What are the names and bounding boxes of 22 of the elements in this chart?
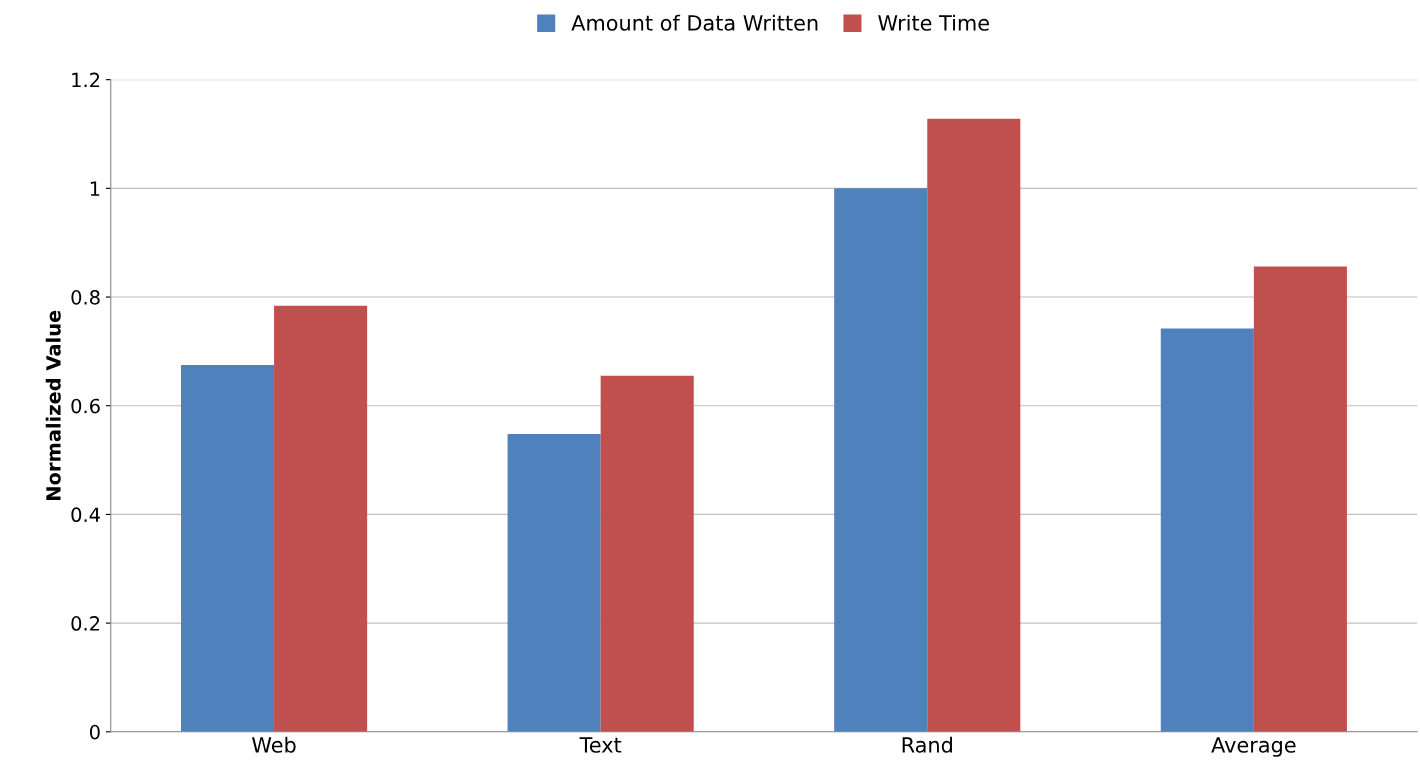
x-tick-label: Text (579, 737, 622, 753)
bar (274, 305, 368, 732)
y-tick-label: 0.6 (71, 398, 100, 414)
y-tick-label: 0.2 (71, 616, 100, 631)
bar (834, 188, 928, 732)
y-tick-label: 0.4 (71, 507, 100, 523)
x-tick-label: Rand (902, 736, 952, 753)
legend-label: Write Time (878, 14, 989, 31)
bar (180, 364, 275, 732)
bar (1160, 328, 1254, 732)
bar (600, 375, 694, 732)
x-tick-label: Web (252, 736, 296, 753)
bar (1253, 266, 1347, 732)
y-tick-label: 0.8 (71, 290, 100, 305)
bar (927, 118, 1021, 732)
y-tick-label: 0 (89, 724, 100, 740)
y-tick-label: 1.2 (72, 72, 100, 88)
legend-label: Amount of Data Written (571, 14, 818, 31)
y-axis-title: Normalized Value (45, 310, 61, 500)
x-tick-label: Average (1211, 737, 1296, 757)
y-tick-label: 1 (90, 181, 100, 196)
bar (507, 433, 601, 732)
